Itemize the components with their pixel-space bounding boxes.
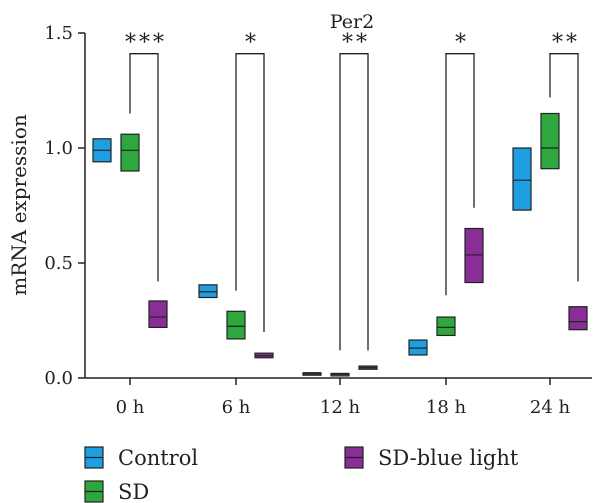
box-sd-6h [226,310,246,340]
significance-label: ** [342,31,370,56]
box-sd-18h [436,316,456,337]
legend-label: SD-blue light [378,446,519,470]
significance-label: ** [552,31,580,56]
box-series [92,112,588,377]
significance-label: * [455,31,469,56]
legend-label: Control [118,446,198,470]
significance-brackets: *** * ** * ** [125,31,580,351]
x-tick-label: 18 h [426,397,467,418]
significance-bracket [235,53,265,332]
significance-bracket [339,53,369,351]
x-tick-label: 12 h [320,397,361,418]
chart-title: Per2 [330,11,374,33]
x-tick-label: 0 h [116,397,145,418]
legend: Control SD SD-blue light [84,446,519,503]
significance-label: *** [125,31,167,56]
significance-bracket [445,53,475,296]
box-sd-0h [120,133,140,172]
box-sd-blue-light-0h [148,300,168,329]
y-tick-label: 0.0 [44,368,73,389]
x-tick-label: 6 h [222,397,251,418]
y-tick-label: 1.0 [44,138,73,159]
axes: 0.0 0.5 1.0 1.5 0 h 6 h 12 h 18 h 24 h [44,23,592,418]
significance-label: * [245,31,259,56]
y-tick-label: 0.5 [44,253,73,274]
legend-label: SD [118,480,149,503]
y-tick-label: 1.5 [44,23,73,44]
box-sd-blue-light-24h [568,306,588,331]
y-axis-label: mRNA expression [7,114,31,296]
significance-bracket [129,53,159,282]
x-tick-label: 24 h [530,397,571,418]
box-sd-24h [540,112,560,170]
significance-bracket [549,53,579,282]
box-control-24h [512,147,532,211]
